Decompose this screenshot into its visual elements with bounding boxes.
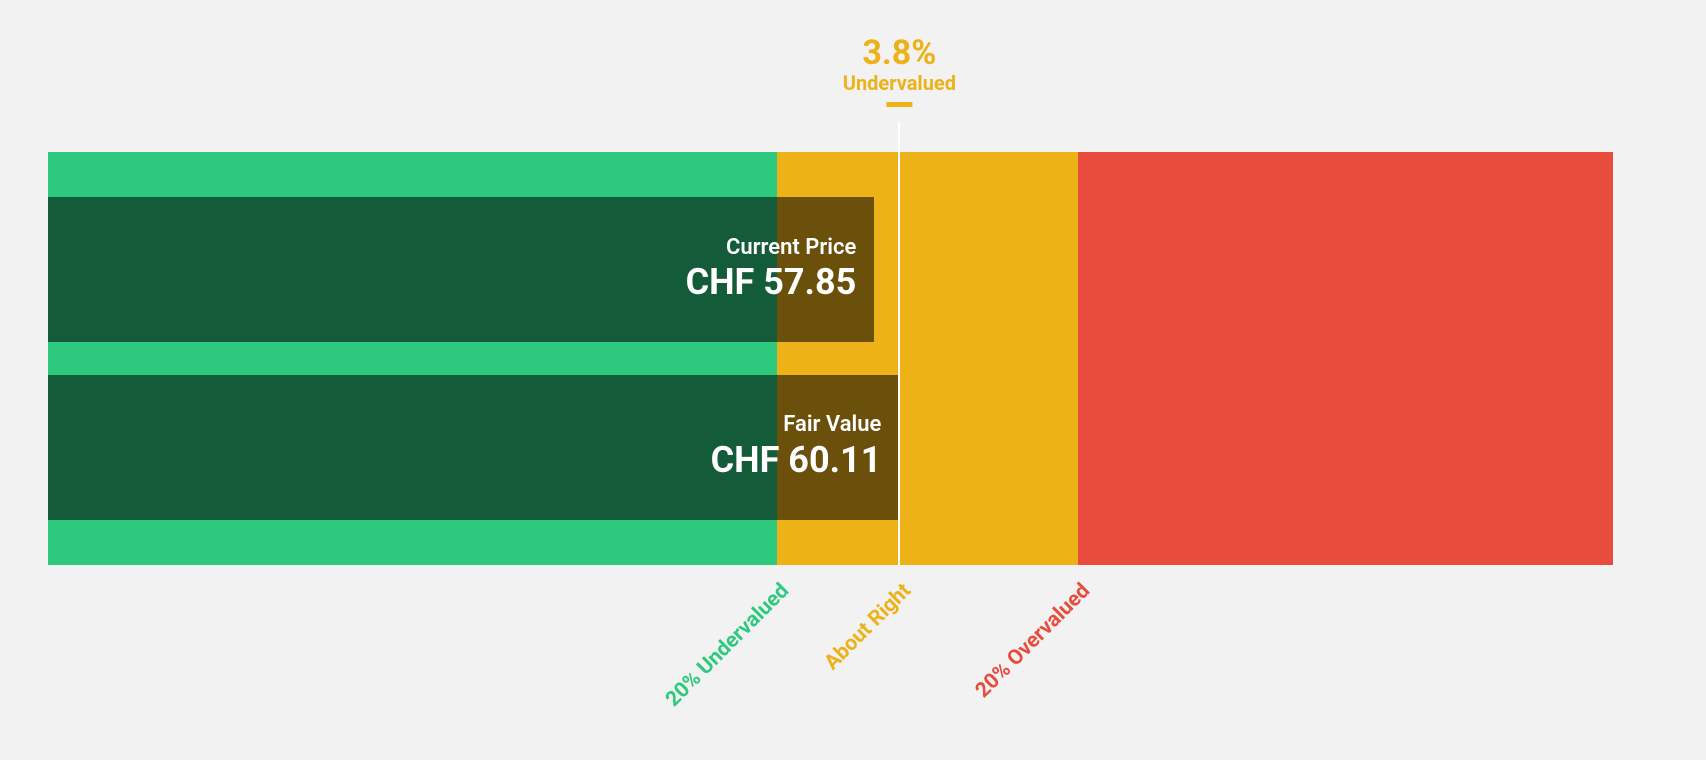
bar-value-current_price: CHF 57.85 (686, 261, 857, 304)
valuation-chart: Current PriceCHF 57.85 Fair ValueCHF 60.1… (48, 152, 1613, 565)
bar-fair_value: Fair ValueCHF 60.11 (48, 375, 899, 520)
pointer-stub (898, 122, 900, 152)
callout-status: Undervalued (843, 72, 956, 94)
bar-title-current_price: Current Price (686, 235, 857, 261)
callout-tick (886, 102, 912, 107)
bar-current_price: Current PriceCHF 57.85 (48, 197, 874, 342)
bar-label-current_price: Current PriceCHF 57.85 (686, 235, 857, 305)
bar-label-fair_value: Fair ValueCHF 60.11 (711, 412, 882, 482)
axis-label-1: About Right (820, 579, 916, 675)
pointer-line (898, 152, 900, 565)
bar-value-fair_value: CHF 60.11 (711, 439, 882, 482)
bar-title-fair_value: Fair Value (711, 412, 882, 438)
callout-percent: 3.8% (843, 36, 956, 72)
axis-label-2: 20% Overvalued (971, 579, 1095, 703)
axis-label-0: 20% Undervalued (662, 579, 795, 712)
zone-overvalued (1078, 152, 1613, 565)
valuation-callout: 3.8% Undervalued (843, 36, 956, 107)
